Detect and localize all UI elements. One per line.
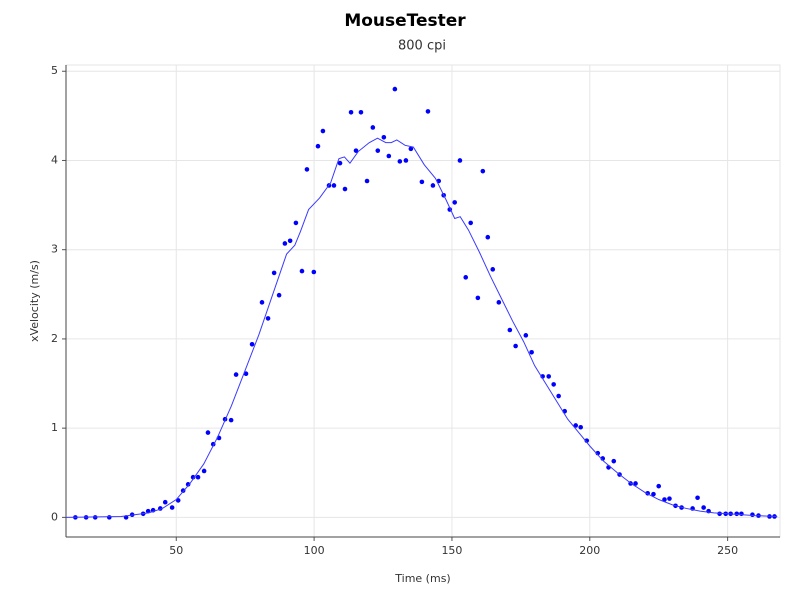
y-tick-label: 5 [51, 64, 58, 77]
data-point [701, 505, 706, 510]
data-point [358, 109, 364, 115]
data-point [265, 316, 271, 321]
data-point [480, 168, 486, 174]
data-point [320, 128, 326, 134]
data-point [419, 179, 425, 185]
data-point [271, 270, 277, 276]
data-point [397, 159, 403, 164]
data-point [529, 350, 534, 355]
data-point [287, 238, 293, 244]
data-point [201, 468, 207, 474]
data-point [353, 148, 359, 153]
data-point [304, 167, 310, 172]
y-tick-label: 3 [51, 243, 58, 256]
data-point [370, 125, 376, 130]
data-point [185, 482, 191, 487]
data-point [342, 186, 348, 192]
data-point [507, 327, 513, 333]
data-point [611, 458, 617, 464]
data-point [468, 220, 473, 226]
data-point [386, 153, 392, 159]
x-tick-label: 100 [304, 544, 325, 557]
data-point [425, 109, 431, 114]
y-tick-label: 4 [51, 153, 58, 166]
data-point [276, 292, 282, 298]
data-point [584, 438, 590, 443]
data-point [331, 183, 337, 188]
data-point [546, 374, 552, 379]
y-tick-label: 0 [51, 510, 58, 523]
data-point [475, 295, 481, 301]
data-point [633, 481, 638, 486]
data-point [282, 241, 288, 246]
data-point [651, 491, 656, 497]
data-point [551, 382, 556, 387]
data-point [717, 511, 722, 517]
x-tick-label: 250 [717, 544, 738, 557]
data-point [496, 300, 502, 305]
data-point [695, 495, 700, 501]
data-point [573, 423, 579, 428]
data-point [243, 371, 249, 377]
data-point [228, 417, 234, 423]
data-point [106, 515, 112, 520]
data-point [457, 158, 463, 163]
data-point [463, 275, 469, 280]
data-point [293, 220, 299, 226]
chart-title: MouseTester [344, 11, 466, 31]
data-point [311, 269, 317, 275]
data-point [392, 86, 398, 92]
data-point [408, 146, 414, 152]
y-tick-label: 1 [51, 421, 58, 434]
data-point [364, 178, 370, 184]
data-point [169, 505, 175, 510]
data-point [667, 496, 672, 501]
data-point [485, 234, 491, 240]
data-point [337, 160, 343, 166]
chart-subtitle: 800 cpi [398, 39, 446, 54]
data-point [523, 333, 529, 338]
data-point [162, 499, 168, 505]
data-point [578, 424, 583, 430]
x-tick-label: 150 [441, 544, 462, 557]
y-tick-label: 2 [51, 332, 58, 345]
data-point [739, 511, 744, 517]
data-point [195, 474, 201, 480]
data-point [513, 343, 518, 349]
y-axis-label: xVelocity (m/s) [28, 260, 41, 342]
x-tick-label: 50 [169, 544, 183, 557]
velocity-line [65, 137, 778, 518]
data-point [452, 200, 458, 205]
data-point [490, 267, 496, 272]
data-point [750, 512, 755, 517]
data-point [662, 497, 667, 502]
data-point [595, 450, 601, 456]
data-point [381, 134, 387, 140]
data-point [233, 372, 239, 377]
data-point [656, 483, 662, 489]
data-point [315, 143, 321, 149]
data-point [259, 300, 265, 305]
data-point [430, 183, 436, 188]
data-point [299, 268, 305, 274]
data-point [249, 341, 255, 347]
x-axis-label: Time (ms) [394, 572, 450, 585]
data-point [403, 158, 409, 163]
data-point [556, 393, 561, 399]
data-point [375, 148, 381, 153]
x-tick-label: 200 [579, 544, 600, 557]
data-point [348, 109, 354, 115]
plot-area [65, 64, 781, 538]
data-point [205, 430, 211, 435]
